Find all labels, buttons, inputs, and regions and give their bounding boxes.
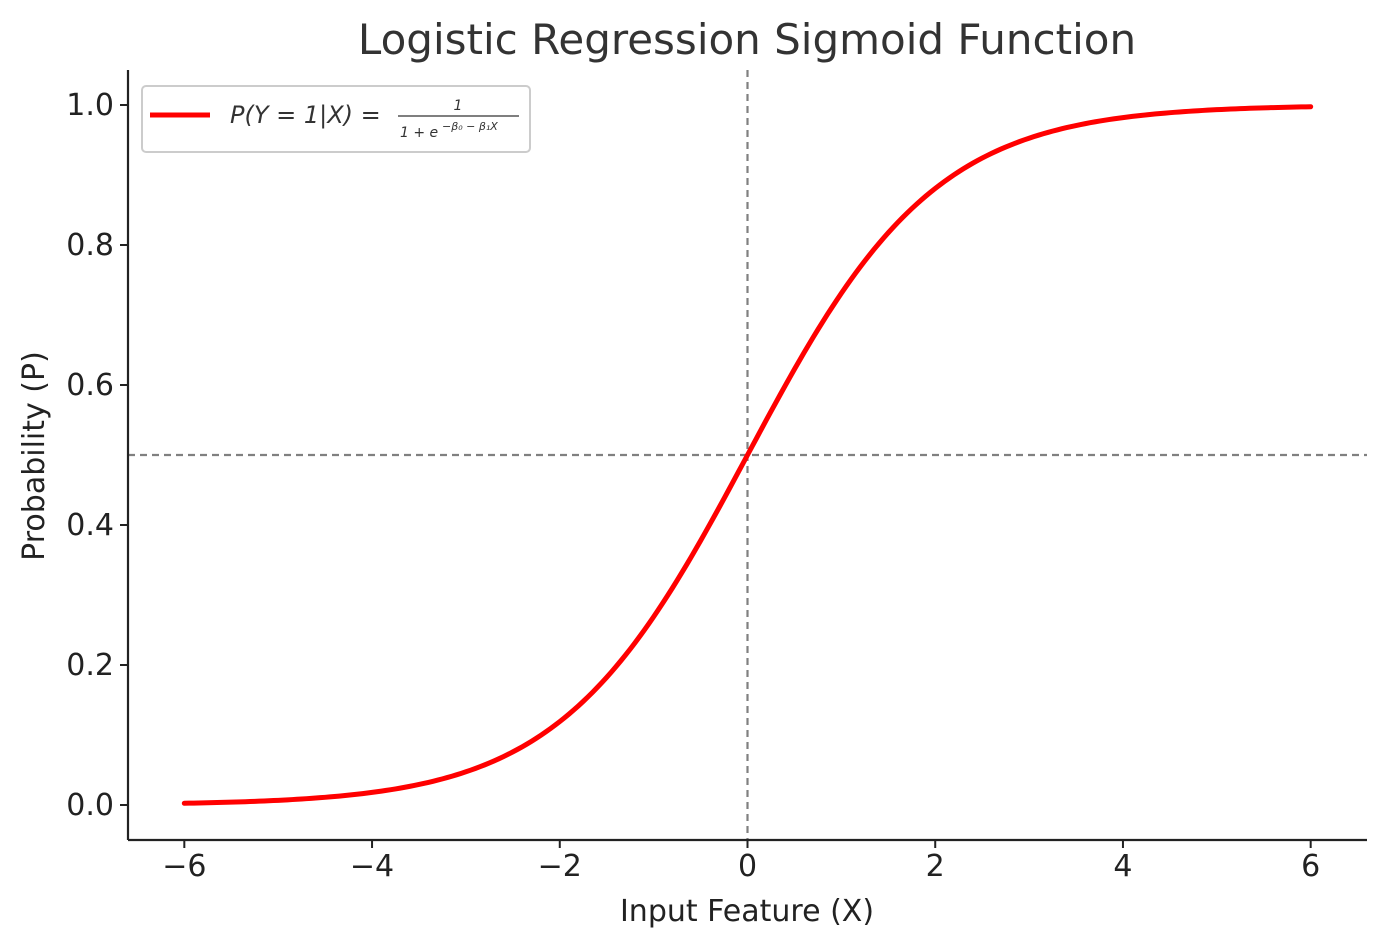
x-tick-label: 6 <box>1301 849 1320 884</box>
y-tick-label: 0.0 <box>66 788 114 823</box>
y-tick-label: 0.8 <box>66 228 114 263</box>
x-tick-label: −4 <box>350 849 394 884</box>
legend-lhs: P(Y = 1|X) = <box>230 101 381 129</box>
x-tick-label: 4 <box>1113 849 1132 884</box>
y-axis-label: Probability (P) <box>17 351 52 561</box>
legend-numerator: 1 <box>454 98 463 114</box>
x-tick-label: 0 <box>738 849 757 884</box>
legend-denominator-exponent: −β₀ − β₁X <box>442 120 498 133</box>
y-tick-label: 0.4 <box>66 508 114 543</box>
legend-box <box>141 85 531 153</box>
y-tick-label: 0.6 <box>66 368 114 403</box>
y-tick-label: 0.2 <box>66 648 114 683</box>
y-tick-label: 1.0 <box>66 88 114 123</box>
x-axis-label: Input Feature (X) <box>620 894 874 929</box>
legend-denominator-base: 1 + e <box>400 125 438 141</box>
x-axis-ticks: −6 −4 −2 0 2 4 6 <box>162 840 1320 884</box>
x-tick-label: −2 <box>538 849 582 884</box>
curve-layer <box>181 104 1314 806</box>
series-line-sigmoid <box>181 104 1314 806</box>
x-tick-label: 2 <box>926 849 945 884</box>
y-axis-ticks: 0.0 0.2 0.4 0.6 0.8 1.0 <box>66 88 128 823</box>
legend: P(Y = 1|X) = 1 1 + e −β₀ − β₁X <box>141 85 531 153</box>
chart-title: Logistic Regression Sigmoid Function <box>358 15 1136 64</box>
x-tick-label: −6 <box>162 849 206 884</box>
